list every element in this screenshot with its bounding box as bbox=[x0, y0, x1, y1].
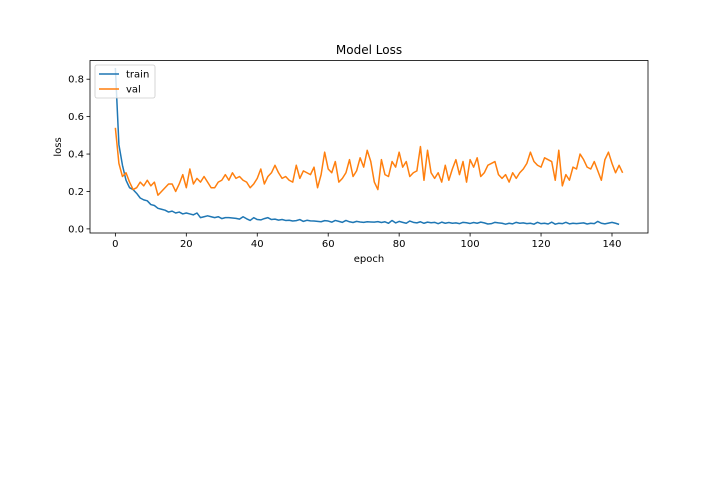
legend-label-train: train bbox=[126, 70, 149, 81]
y-tick-label: 0.8 bbox=[68, 75, 84, 86]
x-tick-label: 0 bbox=[112, 239, 118, 250]
x-axis-ticks: 0 20 40 60 80 100 120 140 bbox=[112, 233, 622, 250]
x-tick-label: 100 bbox=[461, 239, 480, 250]
series-line-val bbox=[114, 127, 624, 196]
y-axis-label: loss bbox=[53, 137, 64, 156]
y-tick-label: 0.0 bbox=[68, 224, 84, 235]
y-tick-label: 0.6 bbox=[68, 112, 84, 123]
y-tick-label: 0.4 bbox=[68, 150, 84, 161]
x-tick-label: 140 bbox=[602, 239, 621, 250]
x-tick-label: 20 bbox=[180, 239, 193, 250]
y-axis-ticks: 0.0 0.2 0.4 0.6 0.8 bbox=[68, 75, 90, 235]
chart-title: Model Loss bbox=[336, 43, 402, 57]
x-tick-label: 80 bbox=[393, 239, 406, 250]
x-tick-label: 60 bbox=[322, 239, 335, 250]
x-axis-label: epoch bbox=[354, 254, 384, 265]
legend: train val bbox=[94, 64, 156, 99]
x-tick-label: 120 bbox=[532, 239, 551, 250]
legend-label-val: val bbox=[126, 85, 141, 96]
series-line-train bbox=[114, 67, 620, 226]
axes-frame bbox=[89, 60, 649, 234]
series-layer bbox=[114, 67, 624, 226]
y-tick-label: 0.2 bbox=[68, 187, 84, 198]
plot-area bbox=[89, 60, 649, 234]
x-tick-label: 40 bbox=[251, 239, 264, 250]
